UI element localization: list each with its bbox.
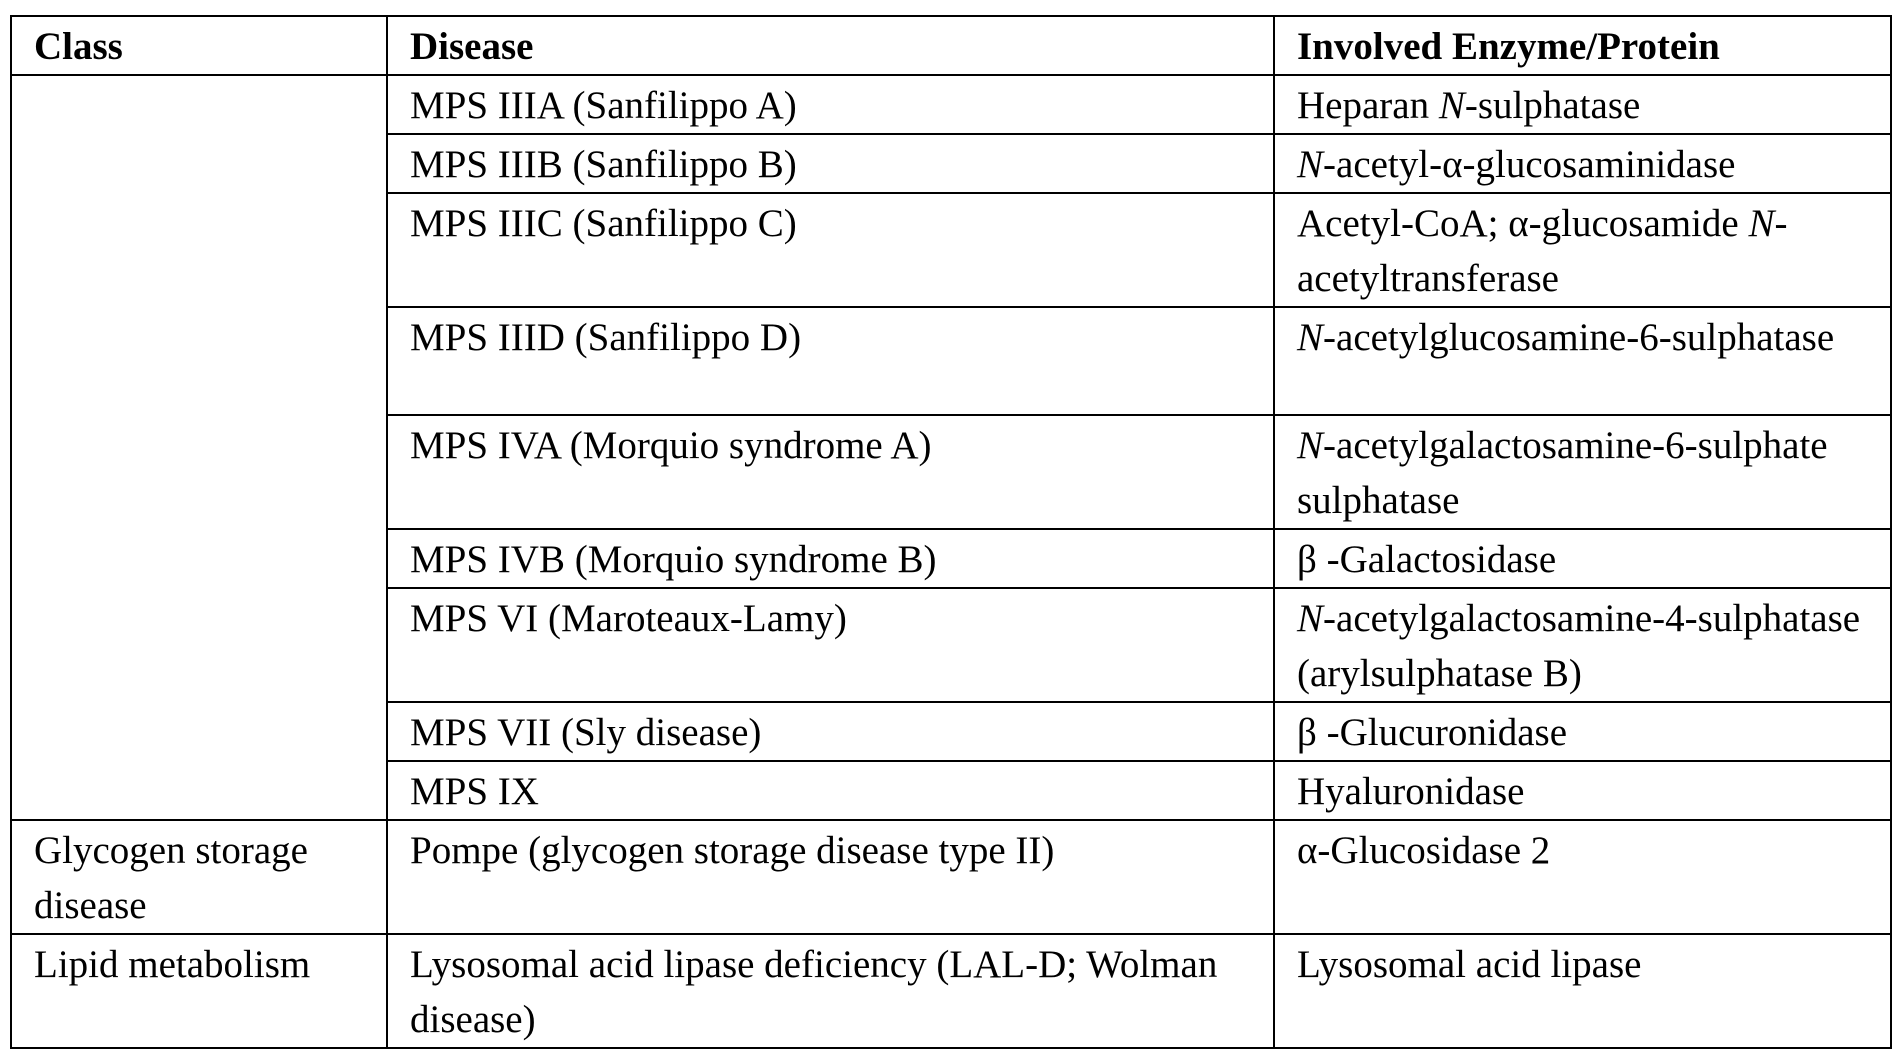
disease-cell: MPS VI (Maroteaux-Lamy)	[387, 588, 1274, 702]
enzyme-text: N	[1297, 316, 1323, 359]
enzyme-cell: α-Glucosidase 2	[1274, 820, 1891, 934]
disease-cell: MPS IVB (Morquio syndrome B)	[387, 529, 1274, 588]
disease-cell: MPS IX	[387, 761, 1274, 820]
enzyme-cell: N-acetylgalactosamine-6-sulphate sulphat…	[1274, 415, 1891, 529]
enzyme-text: N	[1749, 202, 1775, 245]
enzyme-text: β -Galactosidase	[1297, 538, 1556, 581]
enzyme-text: Lysosomal acid lipase	[1297, 943, 1641, 986]
class-cell: Glycogen storage disease	[11, 820, 387, 934]
enzyme-text: α-Glucosidase 2	[1297, 829, 1550, 872]
enzyme-text: N	[1439, 84, 1465, 127]
enzyme-text: N	[1297, 143, 1323, 186]
disease-cell: Lysosomal acid lipase deficiency (LAL-D;…	[387, 934, 1274, 1048]
table-row: Lipid metabolismLysosomal acid lipase de…	[11, 934, 1891, 1048]
table-row: Glycogen storage diseasePompe (glycogen …	[11, 820, 1891, 934]
disease-cell: MPS IVA (Morquio syndrome A)	[387, 415, 1274, 529]
header-class: Class	[11, 16, 387, 75]
enzyme-text: Hyaluronidase	[1297, 770, 1524, 813]
enzyme-cell: N-acetylgalactosamine-4-sulphatase (aryl…	[1274, 588, 1891, 702]
enzyme-cell: Lysosomal acid lipase	[1274, 934, 1891, 1048]
enzyme-text: N	[1297, 424, 1323, 467]
enzyme-cell: N-acetylglucosamine-6-sulphatase	[1274, 307, 1891, 415]
disease-cell: MPS IIIA (Sanfilippo A)	[387, 75, 1274, 134]
enzyme-text: -sulphatase	[1465, 84, 1640, 127]
enzyme-text: β -Glucuronidase	[1297, 711, 1567, 754]
enzyme-cell: Heparan N-sulphatase	[1274, 75, 1891, 134]
enzyme-text: -acetylglucosamine-6-sulphatase	[1323, 316, 1834, 359]
disease-cell: MPS VII (Sly disease)	[387, 702, 1274, 761]
enzyme-cell: Hyaluronidase	[1274, 761, 1891, 820]
enzyme-text: -acetyl-α-glucosaminidase	[1323, 143, 1735, 186]
class-cell: Lipid metabolism	[11, 934, 387, 1048]
disease-cell: MPS IIID (Sanfilippo D)	[387, 307, 1274, 415]
disease-cell: MPS IIIB (Sanfilippo B)	[387, 134, 1274, 193]
header-row: Class Disease Involved Enzyme/Protein	[11, 16, 1891, 75]
header-enzyme: Involved Enzyme/Protein	[1274, 16, 1891, 75]
enzyme-text: -acetylgalactosamine-4-sulphatase (aryls…	[1297, 597, 1860, 695]
enzyme-text: Heparan	[1297, 84, 1439, 127]
disease-cell: MPS IIIC (Sanfilippo C)	[387, 193, 1274, 307]
enzyme-text: Acetyl-CoA; α-glucosamide	[1297, 202, 1749, 245]
enzyme-table: Class Disease Involved Enzyme/Protein MP…	[10, 15, 1892, 1049]
enzyme-text: N	[1297, 597, 1323, 640]
disease-cell: Pompe (glycogen storage disease type II)	[387, 820, 1274, 934]
enzyme-cell: β -Galactosidase	[1274, 529, 1891, 588]
enzyme-cell: N-acetyl-α-glucosaminidase	[1274, 134, 1891, 193]
class-cell	[11, 75, 387, 820]
enzyme-cell: β -Glucuronidase	[1274, 702, 1891, 761]
enzyme-text: -acetylgalactosamine-6-sulphate sulphata…	[1297, 424, 1828, 522]
table-row: MPS IIIA (Sanfilippo A)Heparan N-sulphat…	[11, 75, 1891, 134]
enzyme-cell: Acetyl-CoA; α-glucosamide N-acetyltransf…	[1274, 193, 1891, 307]
header-disease: Disease	[387, 16, 1274, 75]
